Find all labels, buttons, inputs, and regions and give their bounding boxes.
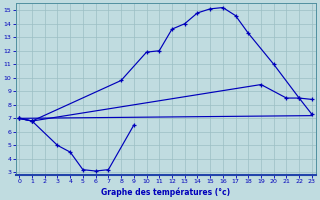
X-axis label: Graphe des températures (°c): Graphe des températures (°c) <box>101 187 230 197</box>
